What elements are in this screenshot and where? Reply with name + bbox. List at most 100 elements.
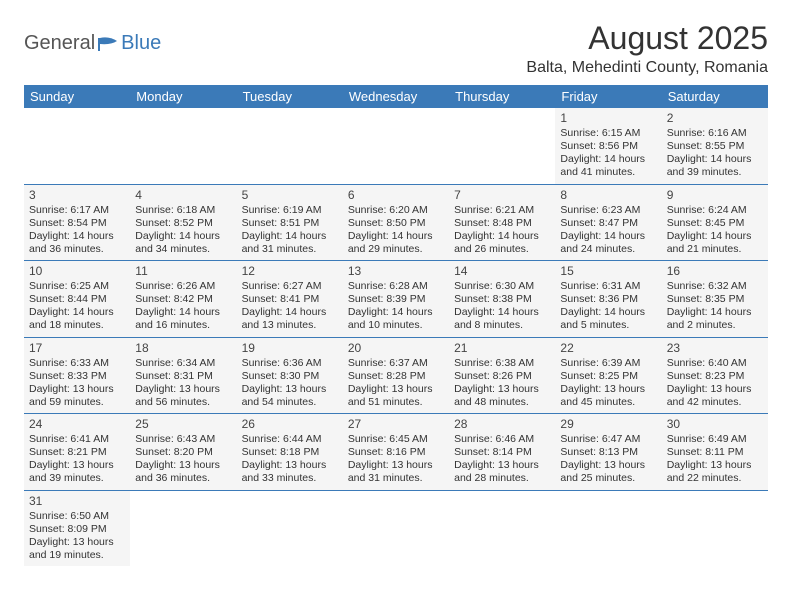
empty-cell xyxy=(237,108,343,184)
sunset-text: Sunset: 8:18 PM xyxy=(242,446,338,459)
day-cell: 4Sunrise: 6:18 AMSunset: 8:52 PMDaylight… xyxy=(130,185,236,261)
day-number: 17 xyxy=(29,341,125,356)
sunset-text: Sunset: 8:48 PM xyxy=(454,217,550,230)
week-row: 1Sunrise: 6:15 AMSunset: 8:56 PMDaylight… xyxy=(24,108,768,185)
day-header: Sunday xyxy=(24,85,130,108)
day-number: 3 xyxy=(29,188,125,203)
sunset-text: Sunset: 8:36 PM xyxy=(560,293,656,306)
day-number: 24 xyxy=(29,417,125,432)
sunrise-text: Sunrise: 6:36 AM xyxy=(242,357,338,370)
daylight-text: Daylight: 14 hours and 26 minutes. xyxy=(454,230,550,256)
sunset-text: Sunset: 8:42 PM xyxy=(135,293,231,306)
day-number: 31 xyxy=(29,494,125,509)
location-subtitle: Balta, Mehedinti County, Romania xyxy=(526,59,768,77)
daylight-text: Daylight: 14 hours and 39 minutes. xyxy=(667,153,763,179)
day-cell: 28Sunrise: 6:46 AMSunset: 8:14 PMDayligh… xyxy=(449,414,555,490)
week-row: 3Sunrise: 6:17 AMSunset: 8:54 PM Daylight… xyxy=(24,185,768,262)
sunrise-text: Sunrise: 6:44 AM xyxy=(242,433,338,446)
daylight-text: Daylight: 14 hours and 10 minutes. xyxy=(348,306,444,332)
sunset-text: Sunset: 8:30 PM xyxy=(242,370,338,383)
day-number: 6 xyxy=(348,188,444,203)
sunset-text: Sunset: 8:41 PM xyxy=(242,293,338,306)
sunset-text: Sunset: 8:25 PM xyxy=(560,370,656,383)
sunrise-text: Sunrise: 6:15 AM xyxy=(560,127,656,140)
week-row: 10Sunrise: 6:25 AMSunset: 8:44 PMDayligh… xyxy=(24,261,768,338)
daylight-text: Daylight: 13 hours and 59 minutes. xyxy=(29,383,125,409)
day-cell: 27Sunrise: 6:45 AMSunset: 8:16 PMDayligh… xyxy=(343,414,449,490)
daylight-text: Daylight: 13 hours and 22 minutes. xyxy=(667,459,763,485)
day-number: 15 xyxy=(560,264,656,279)
sunset-text: Sunset: 8:56 PM xyxy=(560,140,656,153)
sunset-text: Sunset: 8:09 PM xyxy=(29,523,125,536)
day-cell: 22Sunrise: 6:39 AMSunset: 8:25 PMDayligh… xyxy=(555,338,661,414)
empty-cell xyxy=(130,491,236,567)
sunset-text: Sunset: 8:35 PM xyxy=(667,293,763,306)
day-cell: 14Sunrise: 6:30 AMSunset: 8:38 PMDayligh… xyxy=(449,261,555,337)
daylight-text: Daylight: 13 hours and 19 minutes. xyxy=(29,536,125,562)
day-header: Tuesday xyxy=(237,85,343,108)
day-cell: 23Sunrise: 6:40 AMSunset: 8:23 PMDayligh… xyxy=(662,338,768,414)
sunrise-text: Sunrise: 6:30 AM xyxy=(454,280,550,293)
day-cell: 21Sunrise: 6:38 AMSunset: 8:26 PMDayligh… xyxy=(449,338,555,414)
day-cell: 15Sunrise: 6:31 AMSunset: 8:36 PMDayligh… xyxy=(555,261,661,337)
daylight-text: Daylight: 13 hours and 25 minutes. xyxy=(560,459,656,485)
empty-cell xyxy=(24,108,130,184)
sunrise-text: Sunrise: 6:50 AM xyxy=(29,510,125,523)
day-header: Wednesday xyxy=(343,85,449,108)
sunset-text: Sunset: 8:47 PM xyxy=(560,217,656,230)
empty-cell xyxy=(555,491,661,567)
day-header: Monday xyxy=(130,85,236,108)
day-cell: 5Sunrise: 6:19 AMSunset: 8:51 PMDaylight… xyxy=(237,185,343,261)
sunrise-text: Sunrise: 6:32 AM xyxy=(667,280,763,293)
sunrise-text: Sunrise: 6:38 AM xyxy=(454,357,550,370)
day-cell: 8Sunrise: 6:23 AMSunset: 8:47 PMDaylight… xyxy=(555,185,661,261)
day-header: Friday xyxy=(555,85,661,108)
sunrise-text: Sunrise: 6:46 AM xyxy=(454,433,550,446)
day-cell: 9Sunrise: 6:24 AMSunset: 8:45 PMDaylight… xyxy=(662,185,768,261)
sunset-text: Sunset: 8:54 PM xyxy=(29,217,125,230)
day-number: 9 xyxy=(667,188,763,203)
sunrise-text: Sunrise: 6:33 AM xyxy=(29,357,125,370)
day-cell: 24Sunrise: 6:41 AMSunset: 8:21 PMDayligh… xyxy=(24,414,130,490)
sunset-text: Sunset: 8:28 PM xyxy=(348,370,444,383)
sunset-text: Sunset: 8:13 PM xyxy=(560,446,656,459)
day-number: 2 xyxy=(667,111,763,126)
sunrise-text: Sunrise: 6:25 AM xyxy=(29,280,125,293)
daylight-text: Daylight: 13 hours and 36 minutes. xyxy=(135,459,231,485)
empty-cell xyxy=(449,491,555,567)
day-number: 11 xyxy=(135,264,231,279)
title-block: August 2025 Balta, Mehedinti County, Rom… xyxy=(526,20,768,77)
daylight-text: Daylight: 14 hours and 41 minutes. xyxy=(560,153,656,179)
sunset-text: Sunset: 8:38 PM xyxy=(454,293,550,306)
logo-text-blue: Blue xyxy=(121,32,161,55)
day-number: 10 xyxy=(29,264,125,279)
day-cell: 18Sunrise: 6:34 AMSunset: 8:31 PMDayligh… xyxy=(130,338,236,414)
daylight-text: Daylight: 13 hours and 39 minutes. xyxy=(29,459,125,485)
daylight-text: Daylight: 14 hours and 2 minutes. xyxy=(667,306,763,332)
daylight-text: Daylight: 14 hours and 29 minutes. xyxy=(348,230,444,256)
empty-cell xyxy=(662,491,768,567)
sunrise-text: Sunrise: 6:20 AM xyxy=(348,204,444,217)
sunset-text: Sunset: 8:14 PM xyxy=(454,446,550,459)
daylight-text: Daylight: 14 hours and 13 minutes. xyxy=(242,306,338,332)
day-cell: 29Sunrise: 6:47 AMSunset: 8:13 PMDayligh… xyxy=(555,414,661,490)
sunrise-text: Sunrise: 6:27 AM xyxy=(242,280,338,293)
sunrise-text: Sunrise: 6:17 AM xyxy=(29,204,125,217)
sunset-text: Sunset: 8:21 PM xyxy=(29,446,125,459)
day-cell: 3Sunrise: 6:17 AMSunset: 8:54 PMDaylight… xyxy=(24,185,130,261)
day-number: 28 xyxy=(454,417,550,432)
sunrise-text: Sunrise: 6:31 AM xyxy=(560,280,656,293)
sunrise-text: Sunrise: 6:49 AM xyxy=(667,433,763,446)
sunrise-text: Sunrise: 6:24 AM xyxy=(667,204,763,217)
sunset-text: Sunset: 8:26 PM xyxy=(454,370,550,383)
sunset-text: Sunset: 8:52 PM xyxy=(135,217,231,230)
daylight-text: Daylight: 14 hours and 31 minutes. xyxy=(242,230,338,256)
flag-icon xyxy=(97,36,119,52)
sunset-text: Sunset: 8:23 PM xyxy=(667,370,763,383)
sunset-text: Sunset: 8:11 PM xyxy=(667,446,763,459)
daylight-text: Daylight: 13 hours and 51 minutes. xyxy=(348,383,444,409)
daylight-text: Daylight: 14 hours and 21 minutes. xyxy=(667,230,763,256)
week-row: 24Sunrise: 6:41 AMSunset: 8:21 PMDayligh… xyxy=(24,414,768,491)
sunset-text: Sunset: 8:33 PM xyxy=(29,370,125,383)
day-cell: 2Sunrise: 6:16 AMSunset: 8:55 PMDaylight… xyxy=(662,108,768,184)
